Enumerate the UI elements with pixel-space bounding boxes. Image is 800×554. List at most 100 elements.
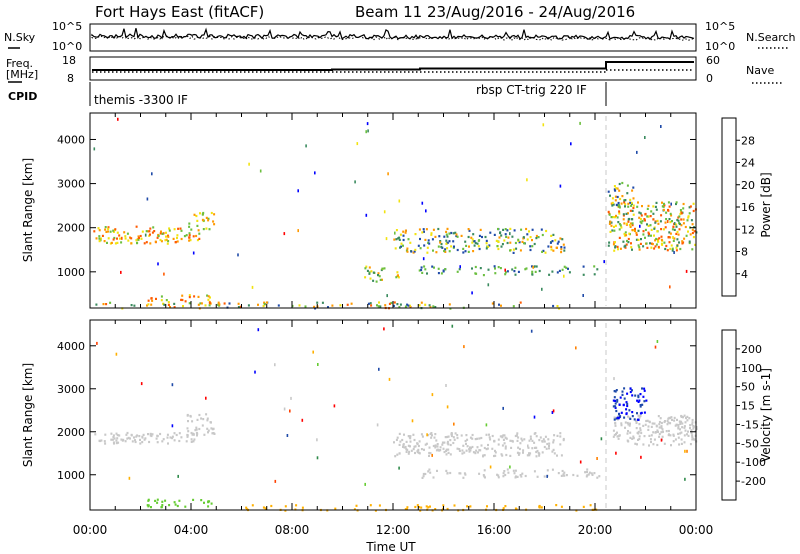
power-pixel [614, 216, 616, 219]
power-pixel [448, 303, 451, 306]
power-pixel [430, 233, 433, 236]
power-pixel [432, 305, 435, 308]
power-pixel [497, 240, 500, 243]
velocity-pixel [535, 455, 538, 458]
power-pixel [644, 228, 647, 231]
velocity-pixel [644, 423, 647, 426]
power-pixel [619, 224, 622, 227]
velocity-pixel [513, 472, 516, 475]
power-pixel [484, 235, 487, 239]
power-pixel [257, 303, 259, 306]
velocity-pixel [478, 449, 481, 452]
power-pixel [502, 228, 505, 231]
power-pixel [418, 269, 421, 272]
velocity-pixel [551, 450, 554, 453]
velocity-pixel [545, 447, 548, 450]
power-pixel [531, 245, 534, 248]
velocity-pixel [453, 438, 456, 441]
power-pixel [197, 295, 200, 298]
power-pixel [446, 235, 449, 238]
velocity-pixel [378, 504, 381, 507]
velocity-pixel [465, 442, 467, 445]
velocity-pixel [173, 432, 176, 435]
power-pixel [176, 240, 179, 243]
power-pixel [356, 142, 359, 146]
power-pixel [661, 205, 664, 208]
velocity-pixel [175, 433, 178, 437]
velocity-pixel [687, 434, 690, 437]
velocity-pixel [125, 433, 128, 436]
velocity-pixel [195, 428, 198, 431]
velocity-pixel [120, 438, 123, 441]
power-pixel [561, 268, 564, 271]
power-pixel [372, 271, 375, 274]
velocity-pixel [621, 390, 624, 393]
power-pixel [667, 208, 669, 212]
x-tick-label: 20:00 [578, 523, 613, 537]
velocity-pixel [665, 430, 668, 433]
power-pixel [444, 250, 447, 253]
power-pixel [379, 278, 382, 281]
power-pixel [671, 220, 673, 223]
velocity-pixel [439, 449, 442, 452]
power-pixel [624, 199, 627, 202]
power-pixel [464, 240, 467, 243]
power-pixel [691, 231, 694, 235]
power-pixel [570, 142, 572, 146]
power-pixel [563, 249, 566, 252]
power-colorbar-tick-label: 8 [741, 246, 748, 259]
power-pixel [481, 235, 483, 239]
power-pixel [672, 225, 675, 228]
power-pixel [160, 299, 163, 302]
power-pixel [167, 303, 170, 306]
velocity-pixel [154, 499, 157, 502]
power-pixel [509, 249, 511, 252]
velocity-pixel [190, 431, 193, 435]
power-pixel [623, 234, 626, 237]
power-pixel [181, 298, 184, 302]
velocity-pixel [617, 417, 620, 420]
velocity-pixel [661, 428, 664, 431]
velocity-pixel [156, 501, 159, 504]
velocity-pixel [629, 436, 632, 439]
power-pixel [630, 242, 632, 245]
velocity-pixel [364, 482, 366, 486]
velocity-pixel [301, 506, 304, 509]
velocity-pixel [650, 440, 652, 444]
power-pixel [135, 239, 138, 242]
power-pixel [655, 201, 658, 204]
velocity-pixel [516, 451, 519, 454]
velocity-pixel [613, 416, 616, 419]
power-pixel [531, 239, 533, 242]
velocity-pixel [429, 432, 432, 436]
power-pixel [531, 270, 534, 273]
power-pixel [646, 223, 648, 226]
velocity-pixel [420, 448, 423, 451]
velocity-pixel [171, 383, 174, 387]
power-pixel [165, 299, 168, 302]
power-pixel [407, 304, 410, 307]
power-pixel [487, 283, 490, 287]
velocity-pixel [528, 439, 531, 442]
velocity-pixel [104, 433, 107, 436]
velocity-pixel [116, 437, 119, 440]
power-pixel [616, 195, 619, 199]
power-pixel [626, 192, 629, 195]
power-pixel [474, 265, 477, 269]
power-pixel [263, 301, 266, 304]
power-pixel [107, 226, 110, 229]
power-pixel [112, 238, 115, 241]
power-pixel [504, 271, 507, 274]
velocity-pixel [677, 427, 680, 430]
noise-right-tick-top: 10^5 [705, 20, 735, 33]
power-pixel [632, 206, 635, 210]
power-pixel [635, 231, 638, 235]
power-pixel [423, 230, 425, 233]
velocity-pixel [450, 433, 453, 436]
velocity-pixel [211, 428, 214, 431]
velocity-pixel [203, 501, 205, 504]
power-pixel [95, 237, 98, 240]
velocity-pixel [565, 474, 568, 477]
velocity-pixel [658, 426, 661, 429]
velocity-pixel [501, 436, 504, 439]
